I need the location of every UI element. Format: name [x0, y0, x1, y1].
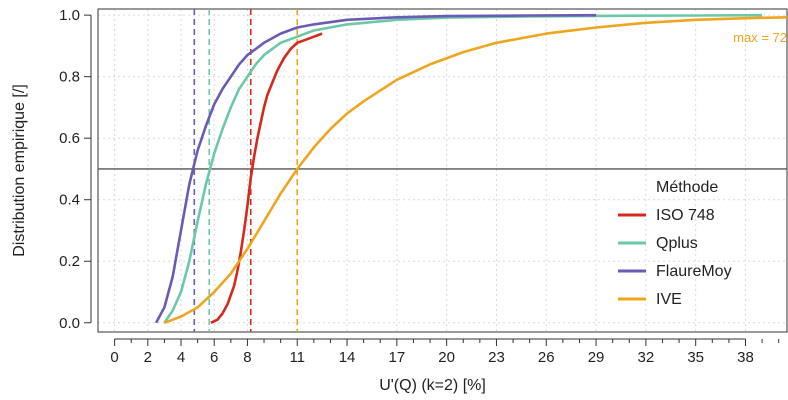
legend-label: FlaureMoy [656, 263, 732, 280]
y-tick-label: 0.8 [59, 69, 80, 86]
x-tick-label: 23 [488, 349, 505, 366]
x-tick-label: 26 [538, 349, 555, 366]
x-axis: 0 2 4 6 8 11 14 17 20 23 26 29 32 35 38 [110, 338, 780, 366]
x-tick-label: 20 [438, 349, 455, 366]
x-tick-label: 29 [588, 349, 605, 366]
y-tick-label: 0.4 [59, 192, 80, 209]
plot-frame [97, 8, 788, 333]
y-tick-label: 1.0 [59, 7, 80, 24]
y-tick-label: 0.6 [59, 130, 80, 147]
max-annotation: max = 72 [733, 30, 787, 45]
y-tick-label: 0.0 [59, 315, 80, 332]
x-tick-label: 2 [144, 349, 152, 366]
legend-label: IVE [656, 291, 682, 308]
series-line [163, 13, 763, 324]
legend-label: Qplus [656, 235, 698, 252]
x-tick-label: 4 [177, 349, 185, 366]
y-axis: 0.0 0.2 0.4 0.6 0.8 1.0 [59, 7, 92, 332]
series-line [210, 32, 323, 324]
x-tick-label: 0 [110, 349, 118, 366]
x-tick-label: 17 [388, 349, 405, 366]
x-tick-label: 38 [737, 349, 754, 366]
x-axis-title: U'(Q) (k=2) [%] [379, 377, 486, 394]
x-tick-label: 14 [339, 349, 356, 366]
legend-title: Méthode [656, 179, 718, 196]
x-tick-label: 35 [687, 349, 704, 366]
x-tick-label: 8 [243, 349, 251, 366]
x-tick-label: 32 [638, 349, 655, 366]
grid [98, 9, 787, 332]
x-tick-label: 11 [289, 349, 305, 366]
series-line [163, 16, 788, 325]
legend-items: ISO 748 Qplus FlaureMoy IVE [618, 207, 732, 308]
series-lines [154, 13, 788, 325]
legend-label: ISO 748 [656, 207, 715, 224]
x-tick-label: 6 [210, 349, 218, 366]
y-tick-label: 0.2 [59, 253, 80, 270]
series-line [154, 13, 597, 324]
legend: Méthode ISO 748 Qplus FlaureMoy IVE [618, 179, 732, 308]
y-axis-title: Distribution empirique [/] [11, 84, 28, 257]
